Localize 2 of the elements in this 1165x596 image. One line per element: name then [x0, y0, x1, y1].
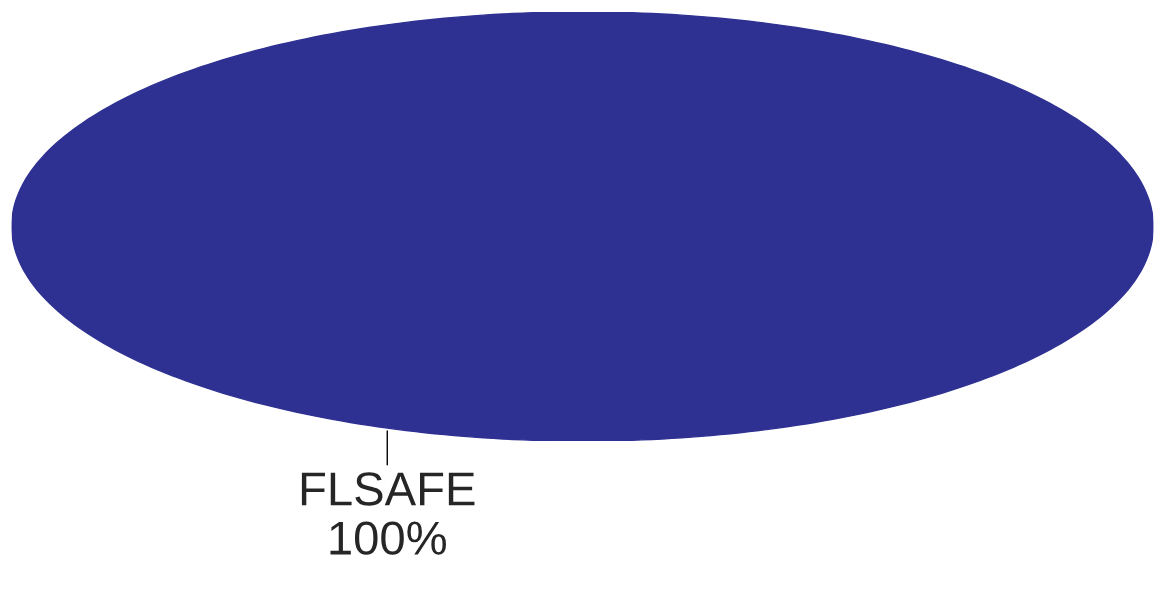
slice-label: FLSAFE [301, 472, 475, 506]
data-label: 100% [330, 521, 446, 555]
